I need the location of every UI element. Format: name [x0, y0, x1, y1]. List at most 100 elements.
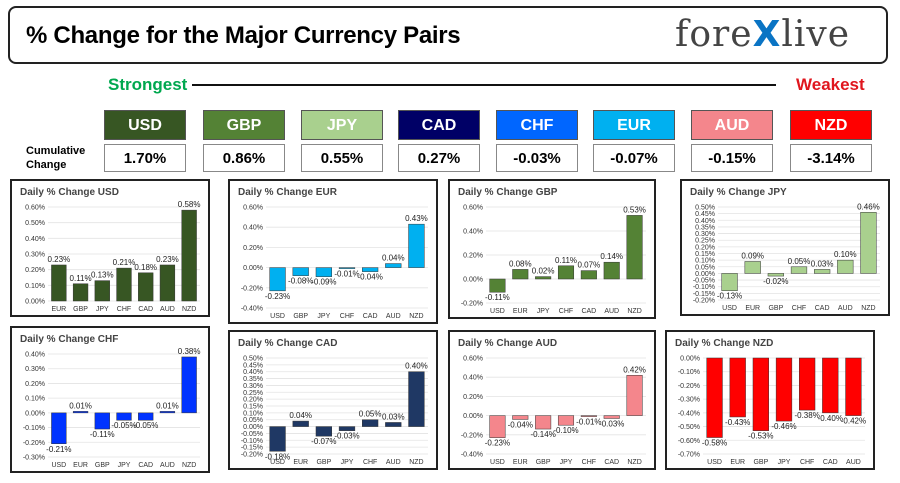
y-tick-label: 0.10% [695, 258, 715, 265]
bar-chf [580, 415, 597, 417]
chart-svg: -0.20%-0.15%-0.10%-0.05%0.00%0.05%0.10%0… [693, 202, 880, 312]
y-tick-label: 0.40% [25, 352, 45, 359]
logo-right: live [781, 14, 850, 55]
y-tick-label: -0.05% [241, 431, 263, 438]
currency-code-nzd: NZD [790, 110, 872, 140]
data-label: -0.10% [553, 426, 578, 435]
forexlive-logo: foreXlive [675, 14, 850, 55]
category-label: USD [722, 305, 737, 312]
bar-aud [159, 264, 176, 302]
category-label: USD [707, 459, 722, 466]
category-label: AUD [846, 459, 861, 466]
category-label: JPY [537, 308, 550, 315]
header-box: % Change for the Major Currency Pairs fo… [8, 6, 888, 64]
cumulative-value-eur: -0.07% [593, 144, 675, 172]
bar-nzd [626, 375, 643, 416]
chart-title: Daily % Change CAD [238, 338, 338, 349]
y-tick-label: -0.10% [678, 369, 700, 376]
category-label: EUR [745, 305, 760, 312]
data-label: 0.13% [91, 271, 114, 280]
bar-eur [729, 357, 746, 418]
y-tick-label: 0.00% [25, 299, 45, 306]
currency-code-usd: USD [104, 110, 186, 140]
bar-chf [799, 357, 816, 411]
category-label: USD [490, 459, 505, 466]
chart-title: Daily % Change AUD [458, 338, 558, 349]
data-label: 0.08% [509, 259, 532, 268]
cumulative-value-chf: -0.03% [496, 144, 578, 172]
bar-cad [138, 412, 154, 421]
y-tick-label: -0.40% [241, 306, 263, 313]
data-label: 0.04% [382, 254, 405, 263]
data-label: -0.08% [288, 277, 313, 286]
data-label: 0.38% [178, 347, 201, 356]
category-label: NZD [182, 306, 196, 313]
bar-usd [721, 273, 738, 291]
currency-code-aud: AUD [691, 110, 773, 140]
chart-panel-6: Daily % Change CAD -0.20% -0.15% -0.10% -0.0… [228, 330, 438, 470]
y-tick-label: 0.00% [680, 356, 700, 363]
category-label: USD [490, 308, 505, 315]
data-label: 0.10% [834, 250, 857, 259]
category-label: CAD [581, 308, 596, 315]
data-label: 0.04% [289, 411, 312, 420]
category-label: CAD [604, 459, 619, 466]
chart-svg: -0.70% -0.60% -0.50% -0.40% -0.30% -0.20% -0.1… [678, 356, 866, 467]
y-tick-label: 0.35% [695, 224, 715, 231]
data-label: -0.01% [576, 418, 601, 427]
data-label: -0.03% [599, 419, 624, 428]
y-tick-label: -0.20% [23, 440, 45, 447]
category-label: GBP [293, 313, 308, 320]
y-tick-label: -0.50% [678, 424, 700, 431]
page-title: % Change for the Major Currency Pairs [26, 22, 461, 49]
chart-panel-7: Daily % Change AUD -0.40% -0.20% 0.00% 0.20%… [448, 330, 656, 470]
bar-nzd [181, 209, 197, 302]
y-tick-label: 0.20% [695, 244, 715, 251]
cumulative-value-nzd: -3.14% [790, 144, 872, 172]
category-label: CHF [363, 459, 377, 466]
y-tick-label: -0.10% [23, 425, 45, 432]
cumulative-value-aud: -0.15% [691, 144, 773, 172]
bar-cad [580, 270, 597, 280]
data-label: 0.18% [134, 263, 157, 272]
category-label: NZD [861, 305, 875, 312]
data-label: -0.01% [334, 270, 359, 279]
y-tick-label: 0.60% [25, 205, 45, 212]
data-label: 0.23% [48, 255, 71, 264]
data-label: -0.09% [311, 278, 336, 287]
bar-gbp [315, 426, 332, 437]
data-label: 0.40% [405, 362, 428, 371]
data-label: 0.58% [178, 200, 201, 209]
data-label: -0.53% [748, 432, 773, 441]
data-label: -0.14% [530, 430, 555, 439]
y-tick-label: -0.10% [693, 284, 715, 291]
y-tick-label: 0.10% [25, 396, 45, 403]
bar-aud [385, 263, 402, 268]
y-tick-label: 0.50% [695, 205, 715, 212]
bar-eur [744, 261, 761, 274]
category-label: CHF [582, 459, 596, 466]
y-tick-label: -0.15% [241, 445, 263, 452]
category-label: GBP [73, 306, 88, 313]
category-label: EUR [51, 306, 66, 313]
y-tick-label: 0.10% [243, 410, 263, 417]
bar-gbp [94, 412, 110, 430]
chart-svg: -0.30% -0.20% -0.10% 0.00% 0.10% 0.20% 0.30% 0.… [23, 347, 201, 469]
data-label: -0.18% [265, 452, 290, 461]
y-tick-label: -0.60% [678, 438, 700, 445]
bar-jpy [94, 280, 110, 302]
data-label: -0.11% [485, 293, 510, 302]
bar-jpy [557, 415, 575, 426]
data-label: 0.14% [600, 252, 623, 261]
bar-eur [292, 420, 309, 427]
chart-svg: -0.20% 0.00% 0.20% 0.40% 0.60% -0.11% USD 0.08%… [461, 205, 646, 315]
category-label: CHF [792, 305, 806, 312]
bar-jpy [116, 412, 132, 421]
bar-usd [269, 426, 286, 452]
y-tick-label: 0.15% [243, 404, 263, 411]
y-tick-label: 0.50% [243, 356, 263, 363]
y-tick-label: -0.20% [693, 298, 715, 305]
data-label: 0.03% [382, 412, 405, 421]
bar-nzd [181, 356, 197, 414]
category-label: CAD [815, 305, 830, 312]
